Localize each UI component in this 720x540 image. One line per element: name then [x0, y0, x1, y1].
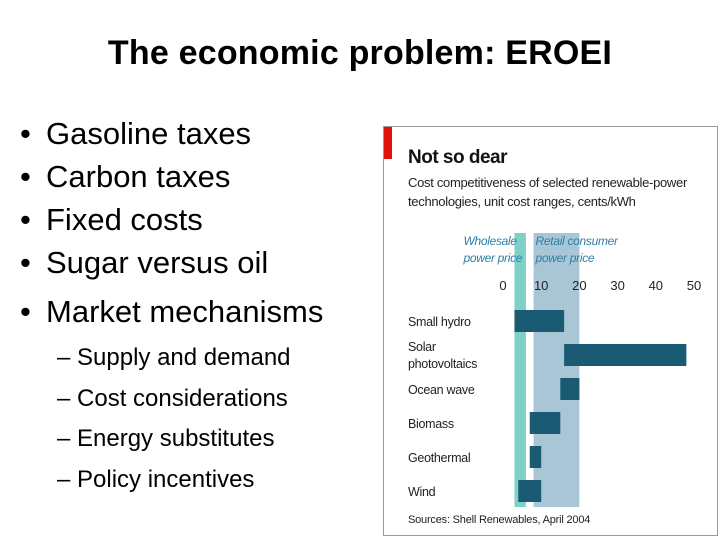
- subbullet-item: – Policy incentives: [57, 465, 255, 493]
- bullet-dot: •: [20, 245, 31, 280]
- wholesale-price-band: [514, 233, 526, 507]
- subbullet-item: – Cost considerations: [57, 384, 288, 412]
- category-label: Ocean wave: [408, 383, 475, 397]
- bullet-item: • Fixed costs: [20, 198, 380, 241]
- x-tick-label: 0: [499, 278, 506, 293]
- range-bar: [529, 446, 542, 468]
- x-tick-label: 50: [687, 278, 701, 293]
- x-tick-label: 40: [649, 278, 663, 293]
- bullet-item: • Carbon taxes: [20, 155, 380, 198]
- range-bar: [518, 480, 542, 502]
- chart-accent-strip: [384, 127, 392, 159]
- range-bar: [564, 344, 687, 366]
- x-tick-label: 10: [534, 278, 548, 293]
- chart-subtitle: Cost competitiveness of selected renewab…: [408, 175, 687, 209]
- slide-title: The economic problem: EROEI: [107, 34, 613, 72]
- bullet-dot: •: [20, 294, 31, 329]
- retail-price-band-label: power price: [535, 251, 595, 265]
- bullet-dot: •: [20, 159, 31, 194]
- bullet-text: Gasoline taxes: [46, 116, 252, 151]
- category-label: Geothermal: [408, 451, 470, 465]
- bullet-item: • Gasoline taxes: [20, 112, 380, 155]
- chart-source: Sources: Shell Renewables, April 2004: [408, 514, 591, 526]
- subbullet-item: – Energy substitutes: [57, 425, 275, 452]
- category-label: Wind: [408, 485, 436, 499]
- bullet-item: • Market mechanisms: [20, 290, 380, 333]
- chart-plot: Wholesale power price Retail consumer power…: [408, 233, 701, 507]
- bullet-text: Fixed costs: [46, 202, 203, 237]
- subbullet-list: – Supply and demand – Cost consideration…: [57, 338, 377, 500]
- bullet-dot: •: [20, 116, 31, 151]
- retail-price-band-label: Retail consumer: [536, 234, 620, 248]
- x-tick-label: 30: [610, 278, 624, 293]
- bullet-text: Sugar versus oil: [46, 245, 269, 280]
- category-label: Solar: [408, 340, 436, 354]
- category-label: Biomass: [408, 417, 454, 431]
- range-bar: [529, 412, 561, 434]
- category-label: Small hydro: [408, 315, 471, 329]
- range-bar: [560, 378, 580, 400]
- wholesale-price-band-label: power price: [462, 251, 522, 265]
- bullet-text: Carbon taxes: [46, 159, 231, 194]
- bullet-item: • Sugar versus oil: [20, 241, 380, 284]
- bullet-text: Market mechanisms: [46, 294, 324, 329]
- subbullet-item: – Supply and demand: [57, 344, 291, 371]
- chart-panel: Wholesale power price Retail consumer power…: [383, 126, 718, 536]
- wholesale-price-band-label: Wholesale: [463, 234, 517, 248]
- x-tick-label: 20: [572, 278, 586, 293]
- chart-title: Not so dear: [408, 147, 508, 168]
- bullet-list: • Gasoline taxes • Carbon taxes • Fixed …: [20, 112, 380, 333]
- bullet-dot: •: [20, 202, 31, 237]
- range-bar: [514, 310, 565, 332]
- category-label: photovoltaics: [408, 357, 477, 371]
